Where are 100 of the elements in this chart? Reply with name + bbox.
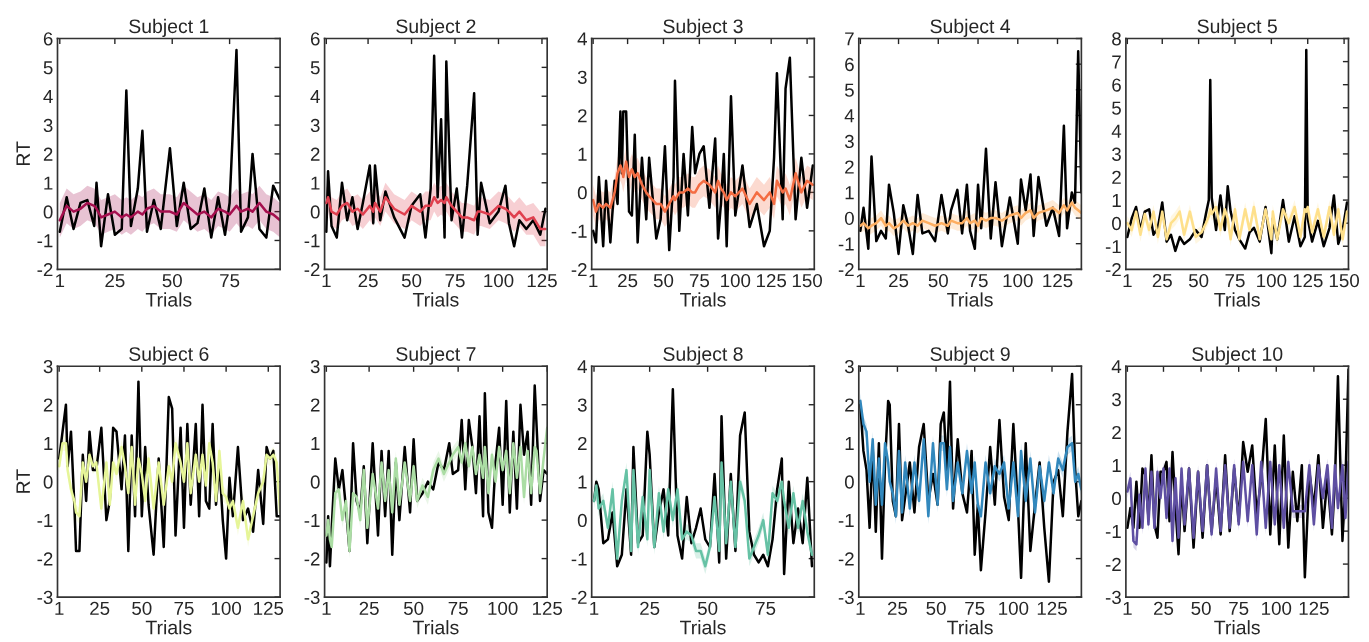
y-tick-label: -1: [838, 237, 854, 251]
y-tick-label: 4: [43, 90, 53, 104]
x-tick-label: 75: [220, 274, 240, 288]
x-tick-label: 100: [211, 601, 242, 615]
y-axis-title: RT: [16, 141, 30, 166]
x-axis-title: Trials: [412, 292, 459, 307]
y-tick-label: -2: [838, 263, 854, 277]
y-tick-label: -1: [37, 234, 53, 248]
chart-title: Subject 9: [930, 346, 1010, 365]
chart-title: Subject 10: [1192, 346, 1283, 365]
x-tick-label: 1: [1123, 601, 1132, 615]
x-tick-label: 75: [965, 601, 985, 615]
chart-title: Subject 8: [663, 346, 743, 365]
x-tick-label: 1: [56, 274, 65, 288]
y-tick-label: 0: [577, 186, 587, 200]
x-tick-label: 75: [1229, 601, 1249, 615]
y-tick-label: -1: [1105, 240, 1121, 254]
y-tick-label: 6: [43, 32, 53, 46]
x-tick-label: 125: [756, 273, 787, 288]
y-tick-label: 3: [1112, 392, 1121, 407]
x-tick-label: 125: [1293, 273, 1323, 288]
y-tick-label: 2: [1112, 170, 1121, 184]
y-tick-label: 0: [844, 475, 854, 489]
x-tick-label: 50: [653, 273, 674, 288]
y-tick-label: -3: [838, 590, 854, 605]
y-tick-label: 6: [845, 57, 854, 72]
y-tick-label: 5: [43, 61, 53, 75]
x-tick-label: 100: [1003, 273, 1033, 288]
x-tick-label: 100: [1262, 601, 1292, 615]
y-tick-label: -1: [37, 514, 53, 527]
x-tick-label: 125: [527, 273, 557, 288]
x-tick-label: 50: [403, 601, 424, 615]
x-tick-label: 50: [697, 601, 718, 615]
x-tick-label: 100: [999, 601, 1029, 615]
y-tick-label: 0: [844, 211, 854, 226]
x-tick-label: 75: [1225, 274, 1245, 288]
y-tick-label: 0: [43, 205, 53, 219]
y-tick-label: -2: [304, 263, 320, 277]
y-tick-label: 1: [311, 176, 320, 190]
y-tick-label: -1: [1105, 525, 1121, 538]
x-axis-title: Trials: [1214, 620, 1260, 635]
y-tick-label: -3: [37, 590, 53, 605]
y-tick-label: 2: [1112, 425, 1121, 439]
y-tick-label: 3: [310, 359, 320, 374]
chart-title: Subject 1: [129, 18, 209, 37]
y-tick-label: -2: [1105, 263, 1121, 277]
y-tick-label: 2: [310, 147, 320, 161]
x-tick-label: 25: [1152, 273, 1172, 288]
x-axis-title: Trials: [680, 292, 726, 307]
x-tick-label: 75: [448, 601, 468, 615]
y-tick-label: -2: [37, 552, 53, 566]
x-tick-label: 75: [968, 274, 988, 288]
x-axis-title: Trials: [145, 620, 192, 635]
x-tick-label: 25: [618, 273, 638, 288]
x-axis-title: Trials: [1214, 292, 1260, 307]
y-tick-label: 7: [1112, 55, 1121, 69]
x-tick-label: 25: [359, 601, 379, 615]
y-tick-label: -1: [571, 224, 587, 238]
y-tick-label: 4: [577, 360, 587, 374]
x-tick-label: 125: [1299, 601, 1329, 615]
y-tick-label: -2: [838, 552, 854, 566]
chart-title: Subject 7: [396, 346, 476, 365]
x-tick-label: 50: [401, 273, 422, 288]
x-tick-label: 75: [756, 601, 776, 615]
chart-title: Subject 2: [396, 18, 476, 37]
x-tick-label: 75: [445, 274, 465, 288]
x-tick-label: 50: [162, 273, 182, 288]
x-tick-label: 1: [1123, 274, 1132, 288]
y-tick-label: 8: [1112, 32, 1121, 46]
x-axis-title: Trials: [680, 620, 726, 635]
y-tick-label: 0: [310, 205, 320, 219]
y-tick-label: 1: [845, 186, 854, 200]
chart-title: Subject 6: [129, 346, 209, 365]
x-tick-label: 125: [1037, 601, 1067, 615]
y-tick-label: 0: [577, 513, 587, 528]
y-tick-label: 2: [43, 398, 53, 412]
y-tick-label: 3: [577, 398, 587, 412]
x-axis-title: Trials: [947, 620, 993, 635]
x-tick-label: 50: [1191, 601, 1211, 615]
y-tick-label: 4: [1111, 124, 1122, 138]
y-tick-label: 3: [844, 359, 854, 374]
x-tick-label: 150: [792, 273, 822, 288]
y-tick-label: 1: [578, 147, 587, 161]
x-tick-label: 25: [640, 601, 660, 615]
y-tick-label: 3: [310, 118, 320, 133]
y-tick-label: -1: [304, 234, 320, 248]
x-tick-label: 25: [887, 601, 908, 615]
y-tick-label: 4: [310, 90, 320, 104]
y-tick-label: 5: [844, 83, 854, 97]
x-tick-label: 125: [1043, 273, 1073, 288]
y-tick-label: 1: [44, 176, 53, 190]
x-tick-label: 1: [856, 601, 865, 615]
y-tick-label: -2: [37, 263, 53, 277]
y-tick-label: 0: [310, 475, 320, 489]
y-tick-label: 4: [1111, 360, 1122, 374]
y-tick-label: 2: [310, 398, 320, 412]
y-tick-label: -2: [304, 552, 320, 566]
y-tick-label: 1: [44, 437, 53, 450]
y-tick-label: 1: [311, 437, 320, 450]
x-tick-label: 1: [590, 601, 599, 615]
